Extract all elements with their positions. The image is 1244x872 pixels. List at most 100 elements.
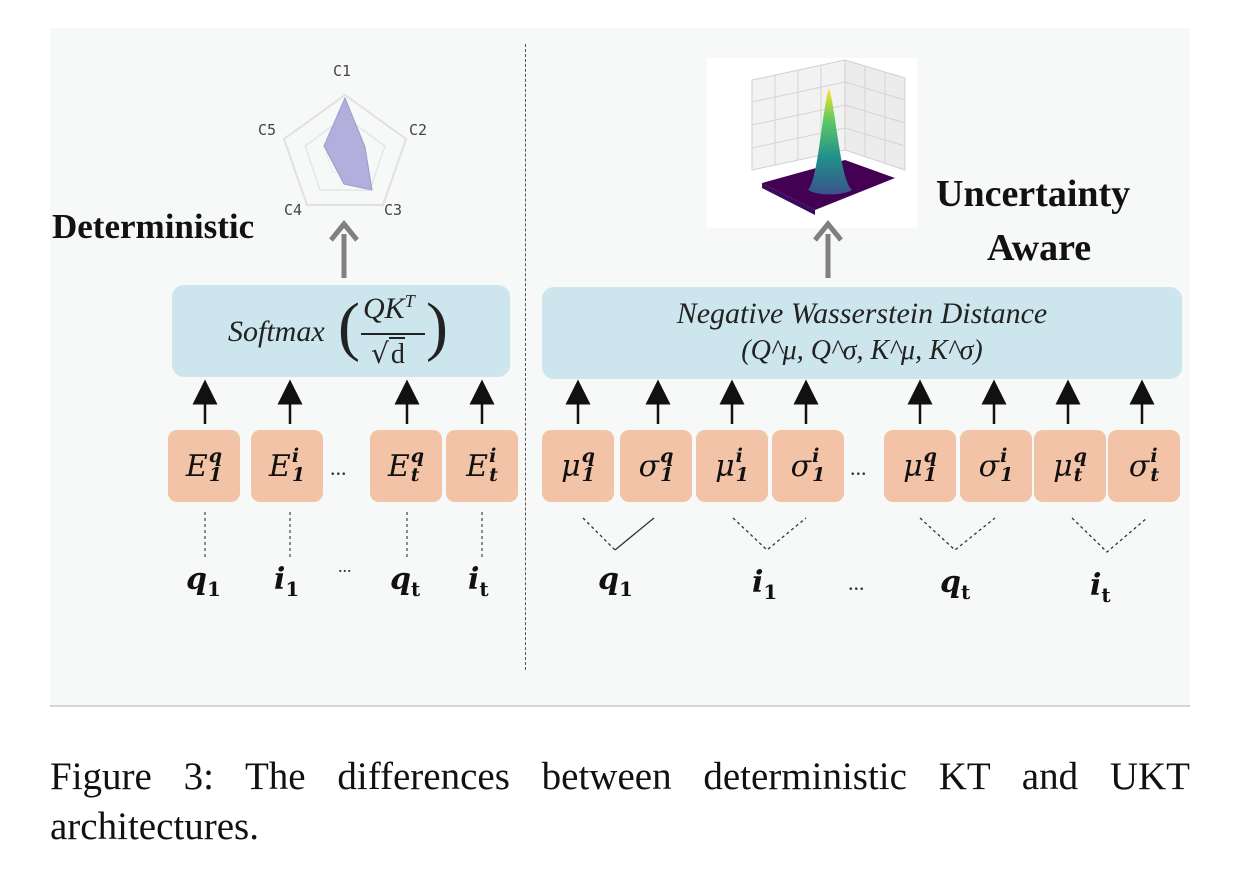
chip-base: E (387, 448, 410, 484)
chip-sub: 1 (291, 464, 306, 486)
chip-sup: q (208, 445, 223, 467)
chip-sup: q (923, 445, 937, 467)
token-sub: t (960, 580, 971, 604)
chip-sub: 1 (1000, 464, 1014, 486)
token-base: q (390, 562, 411, 597)
denominator-text: d (388, 337, 405, 370)
chip-sup: q (581, 445, 595, 467)
radar-chart (282, 93, 408, 206)
radar-axis-label-c5: C5 (258, 121, 277, 139)
chip-base: E (185, 448, 208, 484)
numerator-superscript: T (404, 291, 415, 311)
input-token-left: i1 (274, 562, 299, 601)
chip-sup: i (812, 445, 820, 467)
panel-border (50, 705, 1190, 707)
chip-base: μ (561, 448, 581, 484)
output-arrow-right (813, 220, 843, 278)
input-token-right: it (1090, 568, 1111, 607)
divider-line (525, 44, 526, 670)
radar-axis-label-c4: C4 (284, 201, 303, 219)
token-base: q (186, 562, 207, 597)
token-connectors-right (582, 517, 1148, 553)
radar-axis-label-c2: C2 (409, 121, 428, 139)
token-sub: 1 (206, 577, 221, 601)
ellipsis-right-chips: ... (850, 455, 867, 480)
chip-base: σ (978, 448, 1000, 484)
chip-sub: t (1150, 464, 1160, 486)
input-arrows-left (192, 379, 495, 424)
token-base: q (940, 565, 961, 600)
chip-sub: t (410, 464, 420, 486)
uncertainty-heading-line1: Uncertainty (936, 173, 1131, 215)
chip-base: σ (1128, 448, 1150, 484)
left-paren: ( (338, 290, 360, 363)
softmax-fn-label: Softmax (228, 315, 325, 348)
token-base: q (598, 562, 619, 597)
chip-sub: t (1073, 464, 1083, 486)
fraction-bar (361, 333, 425, 335)
token-sub: 1 (285, 577, 300, 601)
softmax-numerator: QKT (363, 291, 415, 326)
chip-sub: 1 (923, 464, 937, 486)
chip-base: E (268, 448, 291, 484)
chip-sup: i (1000, 445, 1008, 467)
chip-sup: q (1073, 445, 1087, 467)
chip-base: μ (1053, 448, 1073, 484)
softmax-denominator: √d (371, 337, 405, 370)
token-sub: t (1101, 583, 1111, 607)
token-sub: t (479, 577, 489, 601)
softmax-attention-box: Softmax ( QKT √d ) (172, 285, 510, 377)
chip-sup: q (660, 445, 674, 467)
output-arrow-left (329, 220, 359, 278)
input-token-right: qt (940, 565, 970, 604)
deterministic-heading: Deterministic (52, 207, 255, 246)
numerator-text: QK (363, 292, 405, 325)
input-token-right: i1 (752, 565, 777, 604)
input-token-left: qt (390, 562, 420, 601)
chip-base: μ (715, 448, 735, 484)
chip-sup: i (489, 445, 497, 467)
token-connectors-left (204, 512, 483, 558)
input-arrows-right (565, 379, 1155, 424)
token-sub: t (410, 577, 421, 601)
input-token-left: it (468, 562, 489, 601)
uncertainty-heading-line2: Aware (987, 227, 1092, 269)
chip-sup: i (291, 445, 300, 467)
token-base: i (752, 565, 764, 600)
chip-sub: 1 (208, 464, 223, 486)
radar-axis-label-c1: C1 (333, 62, 352, 80)
radar-axis-label-c3: C3 (384, 201, 403, 219)
figure-caption: Figure 3: The differences between determ… (50, 755, 1190, 848)
chip-sup: i (735, 445, 743, 467)
chip-base: σ (790, 448, 812, 484)
wasserstein-attention-box: Negative Wasserstein Distance (Q^μ, Q^σ,… (542, 287, 1182, 379)
input-token-left: q1 (186, 562, 221, 601)
chip-sup: q (410, 445, 425, 467)
token-base: i (468, 562, 480, 597)
chip-base: E (466, 448, 489, 484)
wasserstein-title: Negative Wasserstein Distance (676, 297, 1048, 330)
chip-sub: 1 (812, 464, 826, 486)
ellipsis-left-chips: ... (330, 455, 347, 480)
chip-sub: t (489, 464, 498, 486)
chip-sup: i (1150, 445, 1158, 467)
token-sub: 1 (618, 577, 633, 601)
ellipsis-right-tokens: ... (848, 570, 865, 595)
chip-sub: 1 (660, 464, 674, 486)
chip-sub: 1 (735, 464, 749, 486)
chip-base: σ (638, 448, 660, 484)
wasserstein-args: (Q^μ, Q^σ, K^μ, K^σ) (741, 335, 983, 366)
gaussian-surface-plot (707, 58, 917, 228)
token-sub: 1 (763, 580, 778, 604)
